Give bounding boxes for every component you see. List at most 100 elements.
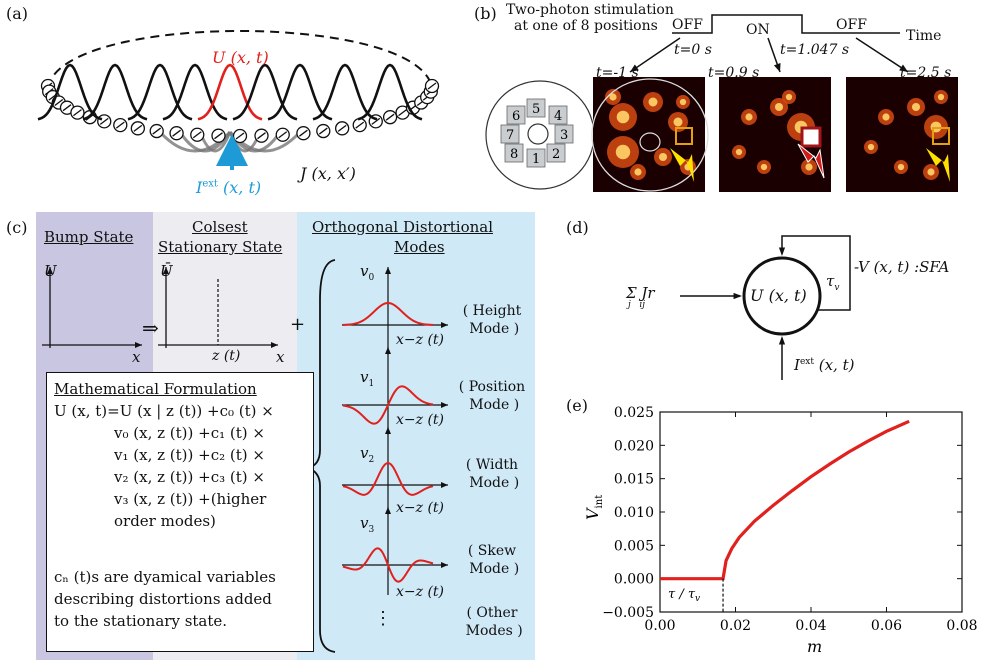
neuron-mark-21 bbox=[371, 117, 381, 125]
mode-axis-yh-3 bbox=[385, 507, 391, 514]
neuron-mark-11 bbox=[172, 129, 181, 137]
axis-closest-yh bbox=[163, 267, 169, 274]
stim-step bbox=[672, 14, 900, 34]
position-square-6 bbox=[500, 124, 520, 144]
position-label-4: 1 bbox=[532, 152, 540, 167]
note-line-1: cₙ (t)s are dyamical variables bbox=[54, 568, 276, 586]
plus-sign: + bbox=[290, 314, 306, 335]
field-circle bbox=[591, 78, 709, 192]
bump-3 bbox=[162, 63, 228, 121]
u-label: U (x, t) bbox=[212, 48, 269, 67]
x-axis-label-2: x bbox=[276, 348, 285, 366]
iext-label-a: Iext (x, t) bbox=[196, 178, 262, 197]
bump-2 bbox=[127, 63, 193, 121]
vint-chart: 0.00 0.02 0.04 0.06 0.08 −0.005 0.000 0.005 0.01… bbox=[583, 405, 978, 656]
tau-v-label: τv bbox=[826, 272, 840, 293]
target-box-3 bbox=[932, 127, 950, 145]
axis-closest-xh bbox=[271, 342, 278, 348]
threshold-label: τ / τv bbox=[668, 587, 700, 604]
modes-column bbox=[297, 212, 535, 660]
neuron-mark-19 bbox=[337, 124, 347, 132]
sfa-label: -V (x, t) :SFA bbox=[854, 258, 950, 276]
x-tick-label-0: 0.00 bbox=[644, 618, 675, 634]
position-label-2: 3 bbox=[560, 128, 568, 143]
dashed-ring bbox=[47, 30, 433, 89]
math-line-4: v₂ (x, z (t)) +c₃ (t) × bbox=[114, 468, 265, 486]
y-axis-title: Vint bbox=[583, 495, 605, 520]
mode-axis-yh-2 bbox=[385, 427, 391, 434]
mode-curve-1 bbox=[342, 385, 434, 425]
hot-core-1-6 bbox=[785, 93, 793, 101]
mode-axis-xh-3 bbox=[441, 562, 448, 568]
position-label-0: 5 bbox=[532, 102, 540, 117]
y-tick-label-4: 0.015 bbox=[614, 472, 654, 488]
stim-title: Two-photon stimulation at one of 8 positi… bbox=[506, 2, 674, 34]
mode-v0-label: v0 bbox=[360, 262, 375, 283]
bump-8 bbox=[357, 63, 423, 121]
xz-label-2: x−z (t) bbox=[396, 500, 445, 516]
iext-label-d: Iext (x, t) bbox=[794, 356, 855, 374]
math-line-3: v₁ (x, z (t)) +c₂ (t) × bbox=[114, 446, 265, 464]
math-line-5: v₃ (x, z (t)) +(higher bbox=[114, 490, 267, 508]
j-label: J (x, x′) bbox=[300, 164, 356, 183]
sum-label: Σ Jr bbox=[626, 284, 655, 302]
math-line-6: order modes) bbox=[114, 512, 216, 530]
vint-curve bbox=[660, 419, 910, 581]
position-square-7 bbox=[506, 105, 526, 125]
x-tick-label-3: 0.06 bbox=[871, 618, 902, 634]
off-label-2: OFF bbox=[836, 17, 867, 33]
img-label-2: t=0.9 s bbox=[708, 65, 760, 81]
position-square-5 bbox=[504, 143, 524, 163]
input-arrow bbox=[733, 292, 742, 300]
position-square-2 bbox=[554, 124, 574, 144]
math-line-2: v₀ (x, z (t)) +c₁ (t) × bbox=[114, 424, 265, 442]
feedback-loop bbox=[781, 235, 851, 311]
xz-label-3: x−z (t) bbox=[396, 584, 445, 600]
mode-axis-yh-0 bbox=[385, 267, 391, 274]
mode-name-position: ( Position Mode ) bbox=[458, 379, 526, 413]
yellow-arrow-1 bbox=[670, 148, 694, 182]
mode-name-height: ( Height Mode ) bbox=[462, 303, 522, 337]
mode-name-other: ( Other Modes ) bbox=[465, 605, 523, 639]
hot-core-0-7 bbox=[634, 168, 642, 176]
implies-arrow: ⇒ bbox=[142, 316, 159, 340]
y-tick-label-6: 0.025 bbox=[614, 405, 654, 421]
closest-title-1: Colsest bbox=[192, 218, 248, 236]
panel-label-e: (e) bbox=[566, 396, 588, 415]
hot-core-0-0 bbox=[616, 110, 630, 124]
t0-label: t=0 s bbox=[674, 42, 712, 58]
neuron-mark-28 bbox=[427, 82, 437, 90]
dish-center bbox=[527, 123, 549, 145]
axis-bump-xh bbox=[135, 342, 142, 348]
neuron-mark-5 bbox=[73, 109, 82, 117]
u-axis-label: U bbox=[44, 262, 57, 280]
mode-axis-xh-1 bbox=[441, 402, 448, 408]
mode-v3-label: v3 bbox=[360, 514, 375, 535]
bump-1 bbox=[82, 63, 148, 121]
y-tick-label-3: 0.010 bbox=[614, 505, 654, 521]
t1-label: t=1.047 s bbox=[780, 42, 850, 58]
mode-curve-3 bbox=[342, 547, 434, 583]
position-label-6: 7 bbox=[506, 128, 514, 143]
bump-5 bbox=[232, 63, 298, 121]
mode-name-skew: ( Skew Mode ) bbox=[467, 543, 520, 577]
panel-label-a: (a) bbox=[6, 4, 29, 23]
y-tick-label-1: 0.000 bbox=[614, 572, 654, 588]
u-node bbox=[742, 256, 822, 336]
sum-subscripts: j ij bbox=[628, 300, 646, 310]
sfa-diagram bbox=[680, 235, 851, 380]
x-axis-title: m bbox=[807, 637, 822, 656]
mode-v2-label: v2 bbox=[360, 444, 375, 465]
neuron-mark-8 bbox=[115, 121, 125, 129]
neuron-mark-4 bbox=[62, 104, 72, 112]
mode-name-width: ( Width Mode ) bbox=[465, 457, 520, 491]
on-label: ON bbox=[746, 22, 770, 38]
hot-core-2-5 bbox=[897, 163, 905, 171]
axis-bump-yh bbox=[47, 267, 53, 274]
hot-core-2-4 bbox=[927, 168, 935, 176]
target-box-1 bbox=[675, 127, 693, 145]
bump-state-title: Bump State bbox=[44, 228, 134, 246]
x-tick-label-1: 0.02 bbox=[720, 618, 751, 634]
arrow-t0-head bbox=[630, 64, 639, 72]
note-line-3: to the stationary state. bbox=[54, 612, 228, 630]
